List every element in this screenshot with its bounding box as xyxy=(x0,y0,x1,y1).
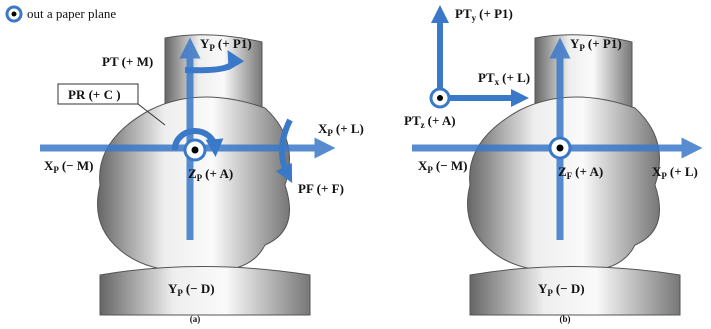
label-part: PT xyxy=(455,6,472,21)
label-part: PR (+ C ) xyxy=(68,87,121,102)
label-part: (− M) xyxy=(436,158,468,173)
label: YP(+ P1) xyxy=(570,36,622,53)
label-part: (− M) xyxy=(62,158,94,173)
label: ZP(+ A) xyxy=(188,166,233,183)
label-part: PT xyxy=(478,70,495,85)
label: PR (+ C ) xyxy=(68,87,121,102)
caption: (b) xyxy=(560,314,571,324)
label: YP(− D) xyxy=(538,281,585,298)
label: YP(− D) xyxy=(168,281,215,298)
label-part: (+ A) xyxy=(205,166,233,181)
label-part: (+ L) xyxy=(502,70,530,85)
label-part: (− D) xyxy=(186,281,215,296)
label-part: Z xyxy=(188,166,197,181)
legend-label: out a paper plane xyxy=(27,6,116,21)
label: YP(+ P1) xyxy=(200,36,252,53)
label-part: PT xyxy=(404,113,421,128)
label-part: (+ P1) xyxy=(588,36,622,51)
label: XP(+ L) xyxy=(318,121,364,138)
label-part: Z xyxy=(558,164,567,179)
label: PTx(+ L) xyxy=(478,70,530,87)
label-part: P xyxy=(53,165,59,175)
label: XP(− M) xyxy=(418,158,467,175)
label: PTz(+ A) xyxy=(404,113,456,130)
legend: out a paper plane xyxy=(7,6,116,21)
label-part: P xyxy=(427,165,433,175)
panel-b-bones xyxy=(468,35,681,315)
label-part: P xyxy=(661,171,667,181)
label-part: (+ A) xyxy=(428,113,456,128)
label-part: P xyxy=(327,128,333,138)
label-part: P xyxy=(209,43,215,53)
label: XP(+ L) xyxy=(652,164,698,181)
label: PT (+ M) xyxy=(102,54,153,69)
label-part: y xyxy=(472,13,477,23)
label-part: (+ P1) xyxy=(218,36,252,51)
caption: (a) xyxy=(190,314,201,324)
label-part: z xyxy=(421,120,425,130)
label-part: x xyxy=(495,77,500,87)
label: PF (+ F) xyxy=(298,181,344,196)
panel-a-bones xyxy=(98,35,311,315)
label-part: P xyxy=(177,288,183,298)
label-part: P xyxy=(197,173,203,183)
label-part: PT (+ M) xyxy=(102,54,153,69)
label-part: F xyxy=(567,171,573,181)
label-part: (+ L) xyxy=(670,164,698,179)
label-part: (+ L) xyxy=(336,121,364,136)
label: ZF(+ A) xyxy=(558,164,603,181)
label-part: (− D) xyxy=(556,281,585,296)
figure: out a paper plane YP(+ P1) PT (+ M) PR (… xyxy=(0,0,711,329)
label-part: (+ P1) xyxy=(479,6,513,21)
label-part: (+ A) xyxy=(575,164,603,179)
label-part: P xyxy=(547,288,553,298)
label-part: P xyxy=(579,43,585,53)
label: PTy(+ P1) xyxy=(455,6,513,23)
label: XP(− M) xyxy=(44,158,93,175)
label-part: PF (+ F) xyxy=(298,181,344,196)
